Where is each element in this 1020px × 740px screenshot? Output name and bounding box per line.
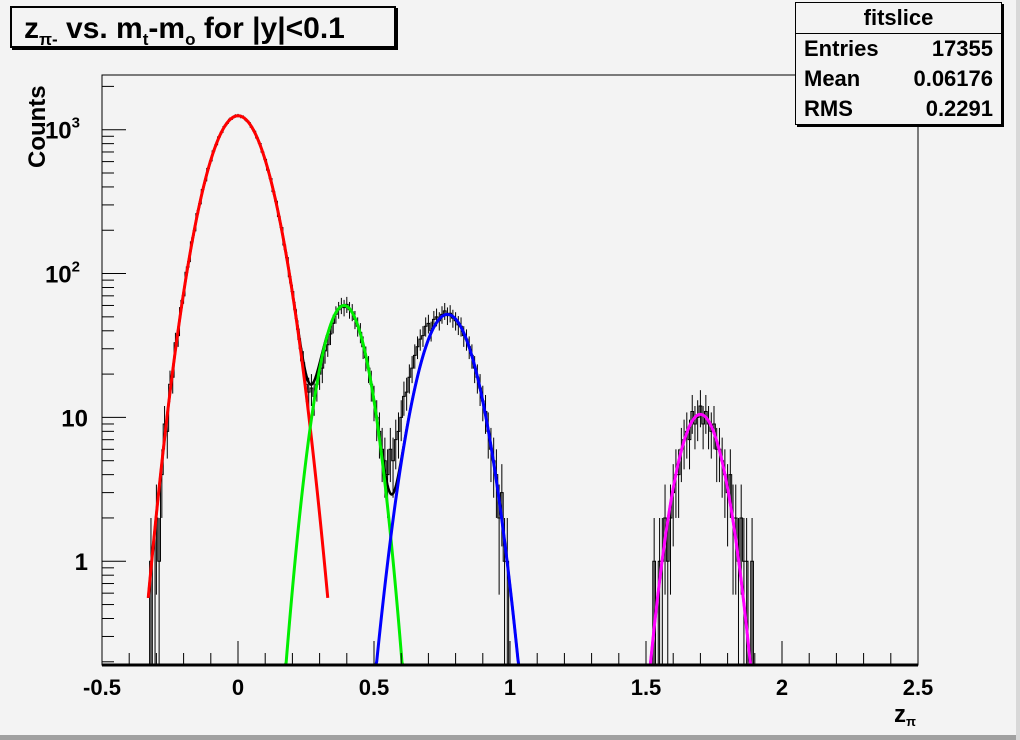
plot-frame — [101, 74, 919, 666]
y-tick-label: 102 — [45, 259, 80, 289]
y-tick-label: 10 — [61, 405, 88, 432]
canvas-right-border — [1016, 0, 1020, 740]
x-tick-label: 1 — [504, 675, 516, 700]
gaussian-fit-curve-1 — [146, 114, 330, 598]
stats-row-rms: RMS 0.2291 — [804, 96, 993, 121]
canvas-bottom-border — [0, 735, 1020, 740]
y-tick-label: 103 — [45, 115, 80, 145]
chart-title: zπ- vs. mt-mo for |y|<0.1 — [10, 6, 396, 49]
x-tick-label: 2 — [776, 675, 788, 700]
x-tick-label: 0.5 — [359, 675, 390, 700]
stats-title: fitslice — [796, 3, 1001, 34]
x-tick-label: -0.5 — [83, 675, 121, 700]
x-tick-label: 2.5 — [903, 675, 934, 700]
y-tick-label: 1 — [75, 549, 88, 576]
y-axis-label: Counts — [24, 85, 51, 168]
gaussian-fit-curve-2 — [262, 303, 423, 667]
histogram-bins-segment — [652, 405, 754, 666]
stats-row-mean: Mean 0.06176 — [804, 66, 993, 91]
stats-box: fitslice Entries 17355 Mean 0.06176 RMS 0.2… — [795, 2, 1002, 125]
x-tick-label: 1.5 — [631, 675, 662, 700]
x-axis-label: zπ — [894, 701, 916, 729]
x-tick-label: 0 — [232, 675, 244, 700]
gaussian-fit-curve-3 — [360, 312, 532, 667]
stats-row-entries: Entries 17355 — [804, 36, 993, 61]
